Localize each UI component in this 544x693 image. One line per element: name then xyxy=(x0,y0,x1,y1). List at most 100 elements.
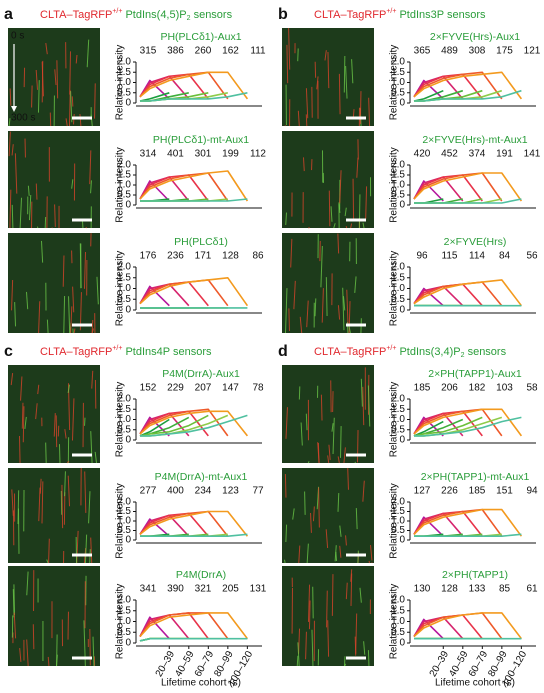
y-axis-label: Relative intensity xyxy=(115,483,126,559)
cohort-count: 141 xyxy=(524,149,541,160)
kymograph-streak xyxy=(14,153,18,194)
kymograph-streak xyxy=(67,475,71,507)
header-part: CLTA–TagRFP xyxy=(40,346,112,358)
x-axis-label: Lifetime cohort (s) xyxy=(161,678,241,689)
kymograph-streak xyxy=(345,66,348,99)
kymograph-streak xyxy=(84,471,87,513)
cohort-count: 314 xyxy=(140,149,157,160)
cohort-count: 162 xyxy=(222,46,239,57)
x-axis-label: Lifetime cohort (s) xyxy=(435,678,515,689)
cohort-curve xyxy=(139,512,209,537)
header-part: +/+ xyxy=(112,8,122,15)
cohort-curve xyxy=(139,71,249,100)
cohort-count: 77 xyxy=(252,486,264,497)
header-part: CLTA–TagRFP xyxy=(314,9,386,21)
y-tick-label: 1.0 xyxy=(117,180,131,191)
kymograph-streak xyxy=(314,298,317,317)
y-tick-label: 0 xyxy=(125,200,131,211)
cohort-count: 400 xyxy=(167,486,184,497)
chart-title: 2×FYVE(Hrs)-mt-Aux1 xyxy=(422,134,527,146)
kymograph-streak xyxy=(71,96,74,107)
y-tick-label: 2.0 xyxy=(391,262,405,273)
cohort-count: 78 xyxy=(252,383,264,394)
cohort-count: 171 xyxy=(195,251,212,262)
kymograph-streak xyxy=(330,206,333,222)
kymograph-streak xyxy=(305,413,308,431)
kymograph-streak xyxy=(11,204,14,229)
kymograph-streak xyxy=(306,300,309,328)
kymograph-streak xyxy=(310,512,312,533)
cohort-curve xyxy=(413,408,503,437)
y-tick-label: 0.5 xyxy=(391,87,405,98)
kymograph-streak xyxy=(89,628,91,666)
cohort-count: 308 xyxy=(469,46,486,57)
y-tick-label: 0.5 xyxy=(391,190,405,201)
kymograph-streak xyxy=(342,287,345,331)
cohort-curve xyxy=(140,92,248,102)
kymograph-streak xyxy=(28,194,32,221)
panel-label: a xyxy=(4,6,13,23)
kymograph-streak xyxy=(345,535,347,546)
y-tick-label: 1.5 xyxy=(117,506,131,517)
kymograph-streak xyxy=(41,61,44,97)
kymograph-streak xyxy=(344,207,347,217)
cohort-count: 56 xyxy=(526,251,538,262)
header-part: PtdIns3P sensors xyxy=(399,9,486,21)
cohort-count: 112 xyxy=(250,149,266,160)
kymograph xyxy=(282,233,374,333)
y-tick-label: 2.0 xyxy=(117,595,131,606)
chart-title: 2×PH(TAPP1)-mt-Aux1 xyxy=(421,471,530,483)
kymograph-streak xyxy=(297,110,300,127)
y-tick-label: 1.0 xyxy=(117,516,131,527)
kymograph-streak xyxy=(338,73,341,115)
kymograph-streak xyxy=(337,305,341,320)
kymograph-streak xyxy=(308,600,311,630)
kymograph-streak xyxy=(290,238,293,268)
y-tick-label: 1.0 xyxy=(391,77,405,88)
kymograph-streak xyxy=(351,59,354,84)
cohort-count: 175 xyxy=(496,46,513,57)
cohort-count: 151 xyxy=(496,486,513,497)
y-tick-label: 1.5 xyxy=(117,605,131,616)
kymograph-streak xyxy=(288,308,290,331)
kymograph-streak xyxy=(46,559,49,564)
cohort-count: 234 xyxy=(195,486,212,497)
kymograph-streak xyxy=(354,636,357,654)
cohort-curve xyxy=(413,508,523,537)
cohort-count: 420 xyxy=(414,149,431,160)
kymograph-streak xyxy=(31,85,33,108)
header-part: PtdIns4P sensors xyxy=(125,346,212,358)
kymograph-streak xyxy=(35,403,38,420)
kymograph-streak xyxy=(26,639,29,667)
kymograph-streak xyxy=(337,233,340,254)
cohort-count: 182 xyxy=(469,383,486,394)
header-part: sensors xyxy=(465,346,507,358)
cohort-curve xyxy=(139,510,229,537)
y-axis-label: Relative intensity xyxy=(389,251,400,327)
panel-header: CLTA–TagRFP+/+ PtdIns3P sensors xyxy=(314,8,486,21)
chart-title: PH(PLCδ1)-mt-Aux1 xyxy=(153,134,249,146)
kymograph xyxy=(8,233,100,333)
panel-label: c xyxy=(4,343,13,360)
kymograph-streak xyxy=(325,529,329,549)
kymograph-streak xyxy=(305,631,307,660)
kymograph-streak xyxy=(63,295,66,334)
cohort-curve xyxy=(413,510,483,537)
kymograph-streak xyxy=(79,113,82,127)
kymograph-streak xyxy=(40,240,44,263)
y-tick-label: 1.5 xyxy=(117,404,131,415)
kymograph-streak xyxy=(45,42,48,55)
cohort-count: 123 xyxy=(222,486,239,497)
kymograph-streak xyxy=(41,481,44,524)
cohort-curve xyxy=(139,637,248,642)
kymograph-streak xyxy=(306,543,309,564)
kymograph-streak xyxy=(350,223,353,229)
kymograph-streak xyxy=(297,642,300,667)
cohort-curve xyxy=(139,73,209,100)
cohort-count: 152 xyxy=(140,383,157,394)
kymograph-streak xyxy=(56,60,59,99)
kymograph-streak xyxy=(368,97,371,127)
kymograph-streak xyxy=(65,118,68,127)
chart-title: 2×FYVE(Hrs) xyxy=(444,236,507,248)
kymograph-streak xyxy=(285,288,288,334)
